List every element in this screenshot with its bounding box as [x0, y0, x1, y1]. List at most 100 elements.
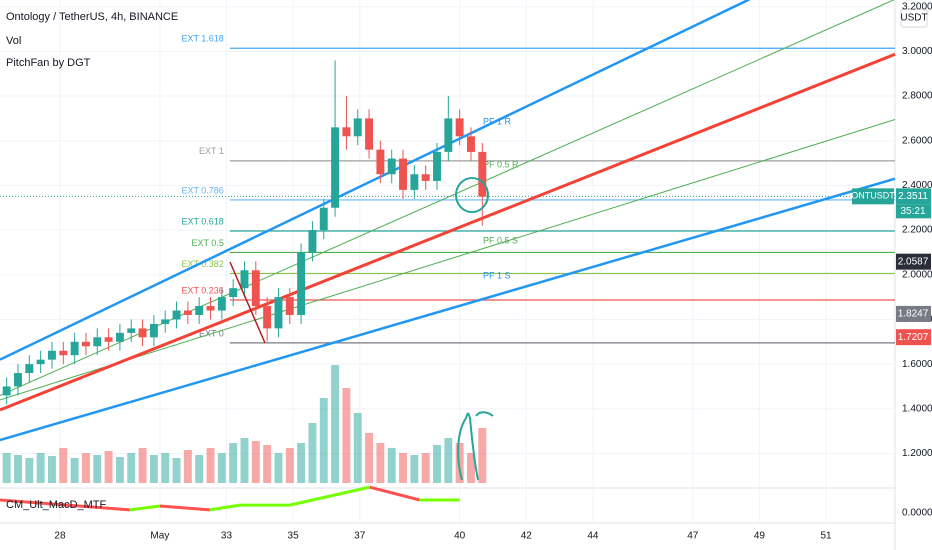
volume-bar [195, 455, 204, 483]
y-tick-label: 2.4000 [902, 180, 932, 191]
volume-bar [308, 423, 317, 483]
x-tick-label: 35 [288, 531, 300, 542]
y-tick-label: 2.8000 [902, 91, 932, 102]
volume-bar [149, 455, 158, 483]
price-badge-label: 2.3511 [898, 191, 928, 202]
candle-body [353, 118, 362, 137]
candle-body [342, 127, 351, 137]
y-tick-label: 3.0000 [902, 46, 932, 57]
macd-segment [129, 504, 161, 512]
indicator-label: CM_Ult_MacD_MTF [6, 499, 107, 511]
median-line [0, 52, 896, 412]
volume-bar [36, 453, 45, 483]
candle-body [410, 174, 419, 190]
volume-bar [365, 433, 374, 483]
candle-body [59, 350, 68, 356]
volume-bar [59, 448, 68, 483]
volume-bar [161, 453, 170, 483]
fan-label: PF 1 R [483, 116, 512, 126]
candle-body [308, 230, 317, 253]
candle-body [127, 328, 136, 333]
fan-line [0, 0, 750, 361]
volume-bar [399, 453, 407, 483]
symbol-badge [852, 188, 894, 205]
candle-body [104, 337, 113, 342]
fib-label: EXT 0.236 [181, 285, 223, 295]
drawing-mark [457, 411, 494, 481]
candle-body [421, 174, 430, 181]
candle-body [206, 306, 215, 311]
candle-body [455, 118, 464, 137]
candle-body [115, 332, 124, 342]
candle-body [240, 270, 249, 289]
fan-label: PF 0.5 R [483, 159, 519, 169]
volume-bar [217, 453, 226, 483]
volume-bar [81, 453, 90, 483]
x-tick-label: 37 [354, 531, 366, 542]
candle-body [229, 288, 238, 298]
countdown-badge [896, 204, 931, 219]
volume-bar [274, 453, 283, 483]
candle-body [93, 337, 102, 347]
candle-body [149, 323, 158, 338]
symbol-label: ONTUSDT [851, 191, 895, 201]
plot: EXT 1.618 EXT 1 EXT 0.786 EXT 0.618 EXT 0.5 E… [0, 0, 896, 512]
price-badge-label: 1.8247 [898, 309, 929, 320]
macd-segment [369, 485, 421, 502]
candle-body [70, 341, 79, 356]
fan-line [0, 0, 895, 396]
volume-bar [104, 451, 113, 483]
fib-label: EXT 1.618 [181, 34, 223, 44]
y-tick-label: 3.2000 [902, 1, 932, 12]
indicator-label: PitchFan by DGT [6, 57, 91, 69]
macd-segment [0, 498, 131, 512]
candle-body [81, 341, 90, 347]
x-tick-label: 47 [687, 531, 699, 542]
pivot-line [229, 261, 266, 344]
indicator-label: Vol [6, 35, 21, 47]
volume-bar [376, 443, 385, 483]
fan-label: PF 0.5 S [483, 235, 518, 245]
y-tick-label: 1.2000 [902, 448, 932, 459]
volume-bar [115, 457, 124, 483]
x-tick-label: 49 [754, 531, 766, 542]
volume-bar [229, 443, 238, 483]
fib-label: EXT 1 [199, 146, 224, 156]
volume-bar [444, 438, 453, 483]
x-tick-label: 42 [521, 531, 533, 542]
candle-body [376, 149, 385, 175]
candle-body [478, 151, 487, 197]
price-badge [896, 329, 931, 346]
volume-bar [319, 398, 328, 483]
candle-body [36, 359, 45, 365]
candle-body [14, 373, 22, 387]
countdown: 35:21 [900, 206, 925, 217]
macd-segment [159, 504, 210, 512]
candle-body [387, 158, 396, 175]
candle-body [47, 350, 56, 360]
drawing-circle [455, 177, 489, 213]
volume-bar [127, 453, 136, 483]
candle-body [138, 328, 147, 338]
currency: USDT [900, 13, 927, 24]
volume-bar [25, 458, 34, 483]
x-tick-label: May [150, 531, 169, 542]
candle-body [251, 270, 260, 307]
volume-bar [387, 448, 396, 483]
candle-body [195, 306, 204, 315]
currency-box[interactable] [900, 8, 928, 28]
volume-bar [93, 455, 102, 483]
volume-bar [285, 448, 294, 483]
volume-bar [467, 453, 475, 483]
candle-body [331, 127, 340, 208]
fan-label: PF 1 S [483, 270, 511, 280]
candle-body [467, 136, 475, 152]
volume-bar [206, 448, 215, 483]
candle-body [263, 306, 272, 329]
candle-body [183, 310, 192, 315]
fib-label: EXT 0.786 [181, 185, 223, 195]
volume-bar [14, 455, 22, 483]
volume-bar [251, 441, 260, 483]
candle-body [297, 252, 306, 315]
y-tick-label: 2.2000 [902, 225, 932, 236]
